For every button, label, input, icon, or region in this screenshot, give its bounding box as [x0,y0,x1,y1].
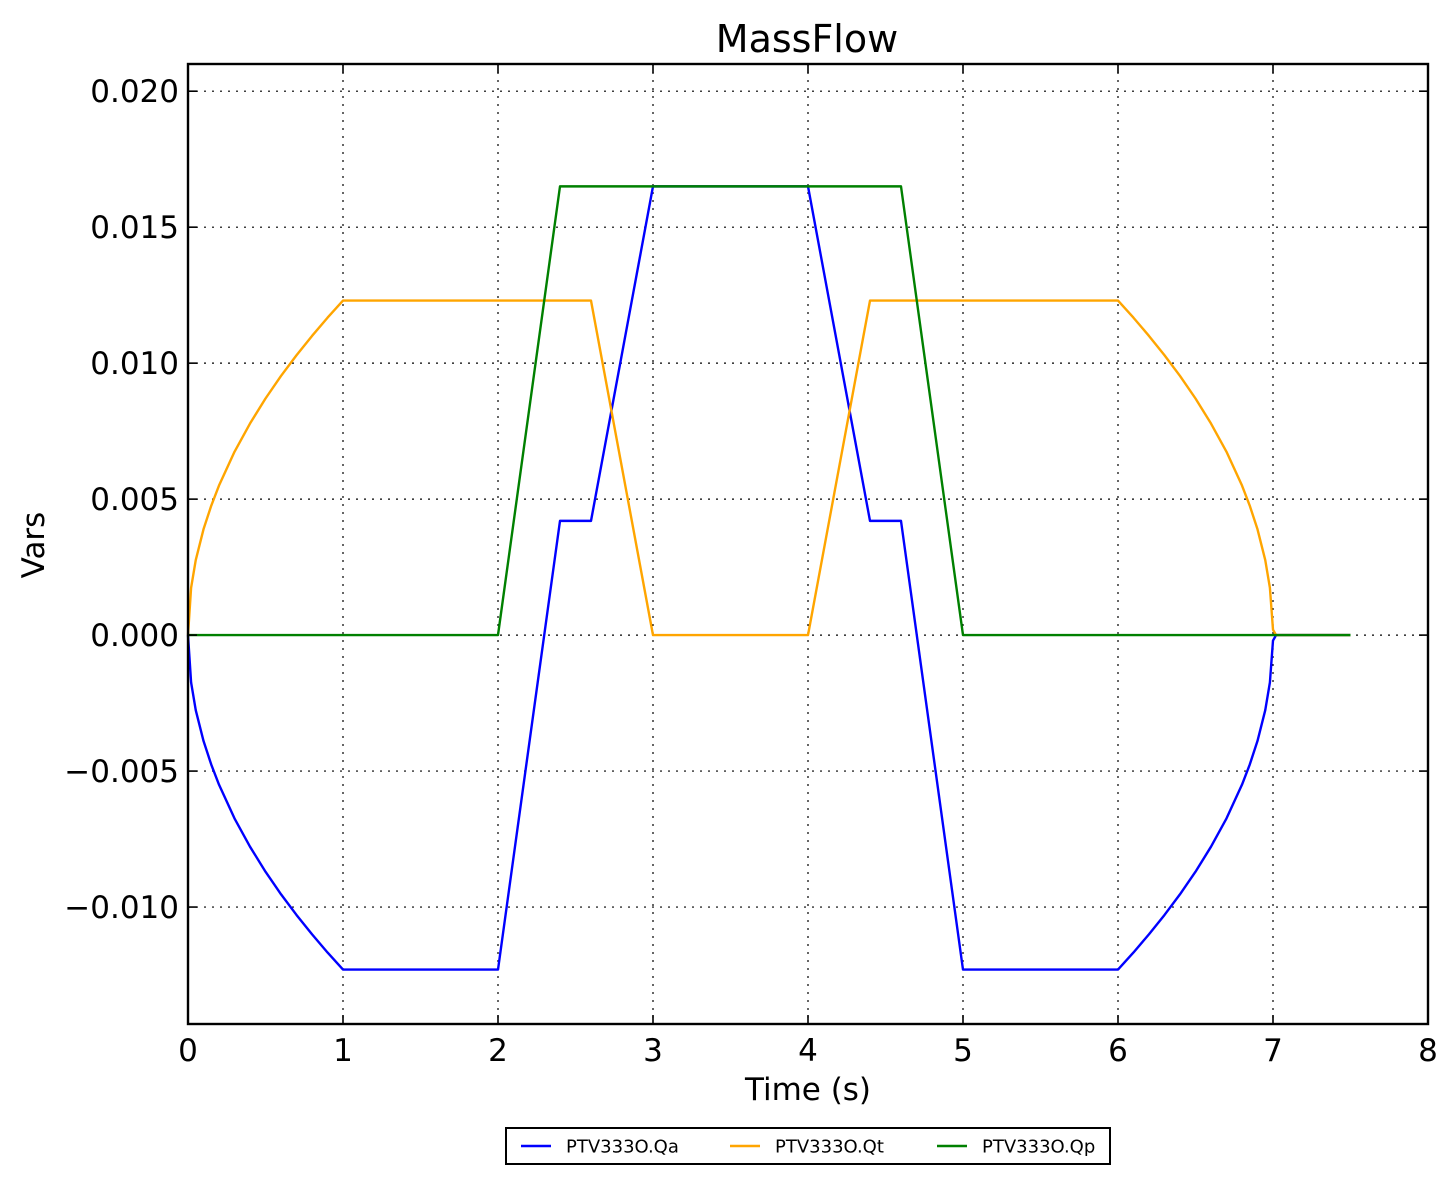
legend-label-2: PTV333O.Qp [982,1137,1095,1158]
legend-label-0: PTV333O.Qa [566,1137,679,1158]
x-tick-label: 7 [1263,1033,1283,1069]
x-axis-label: Time (s) [744,1072,871,1108]
y-tick-label: 0.020 [90,74,179,110]
x-tick-label: 4 [798,1033,818,1069]
y-tick-label: 0.015 [90,210,179,246]
y-tick-label: 0.000 [90,618,179,654]
series-line-1 [186,299,1351,637]
y-tick-label: −0.010 [64,890,179,926]
legend: PTV333O.Qa PTV333O.Qt PTV333O.Qp [505,1127,1111,1165]
x-tick-label: 6 [1108,1033,1128,1069]
y-tick-label: −0.005 [64,754,179,790]
tick-layer: 0 1 2 3 4 5 6 7 8 −0.010 −0.005 0.000 0.005 0.010 0.01… [64,64,1438,1069]
y-axis-label: Vars [16,512,52,579]
x-tick-label: 3 [643,1033,663,1069]
x-tick-label: 5 [953,1033,973,1069]
y-tick-label: 0.010 [90,346,179,382]
series-layer [186,185,1351,971]
x-tick-label: 2 [488,1033,508,1069]
x-tick-label: 0 [178,1033,198,1069]
series-line-0 [186,185,1351,971]
y-tick-label: 0.005 [90,482,179,518]
legend-label-1: PTV333O.Qt [775,1137,884,1158]
chart-title: MassFlow [716,17,898,61]
series-line-2 [188,185,1351,637]
x-tick-label: 8 [1418,1033,1438,1069]
x-tick-label: 1 [333,1033,353,1069]
legend-box [505,1127,1111,1165]
